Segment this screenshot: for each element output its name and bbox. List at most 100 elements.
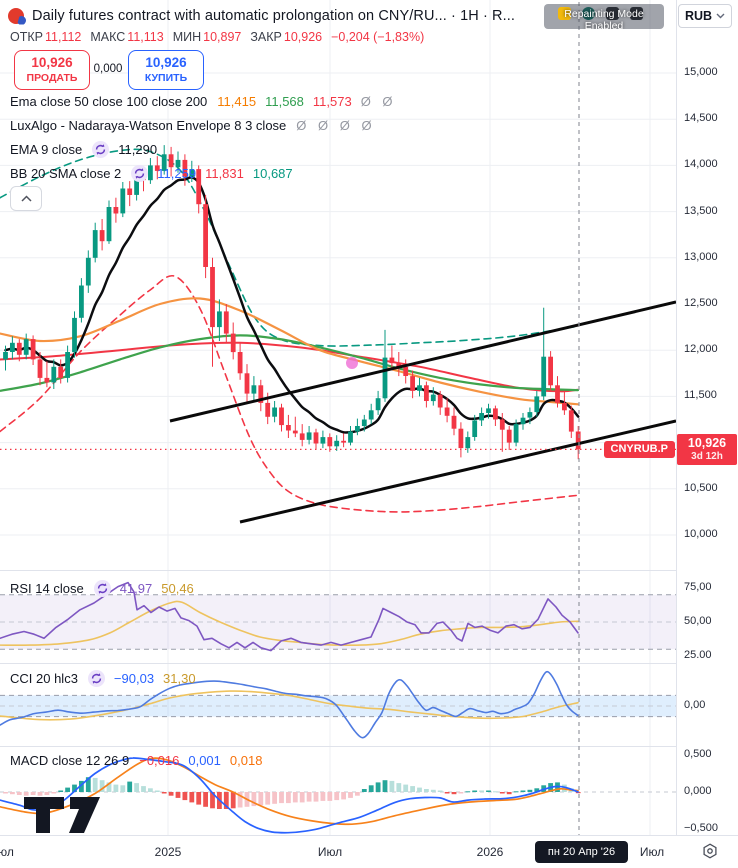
candle-body bbox=[37, 359, 43, 378]
macd-axis-label: 0,000 bbox=[684, 785, 712, 797]
toolbar-circle-button[interactable] bbox=[582, 7, 595, 20]
cci-axis-label: 0,00 bbox=[684, 699, 706, 711]
macd-bar bbox=[465, 791, 471, 793]
macd-bar bbox=[106, 782, 112, 792]
price-axis[interactable]: 15,000 14,500 14,000 13,500 13,000 12,500 12,0… bbox=[676, 0, 738, 835]
currency-dropdown[interactable]: RUB bbox=[678, 4, 732, 28]
legend-cci[interactable]: CCI 20 hlc3 −90,03 31,30 bbox=[10, 669, 196, 687]
macd-bar bbox=[72, 784, 77, 792]
page-title[interactable]: Daily futures contract with automatic pr… bbox=[32, 8, 515, 24]
toolbar-yellow-button[interactable] bbox=[558, 7, 571, 20]
ohlc-row: ОТКР 11,112 МАКС 11,113 МИН 10,897 ЗАКР 10,9… bbox=[10, 30, 424, 44]
time-axis-label: Июл bbox=[639, 845, 665, 859]
macd-bar bbox=[320, 792, 326, 801]
macd-bar bbox=[134, 783, 139, 792]
macd-bar bbox=[327, 792, 333, 801]
time-axis-label: Июл bbox=[317, 845, 343, 859]
candle-body bbox=[555, 385, 560, 403]
candle-body bbox=[375, 398, 381, 411]
candle-body bbox=[16, 342, 22, 355]
macd-axis-label: −0,500 bbox=[684, 822, 718, 834]
candle-body bbox=[79, 285, 84, 318]
legend-bb20[interactable]: BB 20 SMA close 2 11,259 11,831 10,687 bbox=[10, 164, 293, 182]
macd-bar bbox=[341, 792, 346, 800]
repaint-loop-icon[interactable] bbox=[87, 669, 105, 687]
last-price-badge: 10,926 3d 12h bbox=[677, 434, 737, 465]
macd-bar bbox=[258, 792, 264, 806]
macd-bar bbox=[230, 792, 236, 809]
price-axis-label: 13,000 bbox=[684, 251, 718, 263]
macd-bar bbox=[499, 792, 505, 794]
candle-body bbox=[424, 385, 429, 401]
candle-body bbox=[106, 207, 112, 242]
macd-bar bbox=[196, 792, 202, 805]
candle-body bbox=[292, 430, 298, 434]
legend-luxalgo-nadaraya-watson[interactable]: LuxAlgo - Nadaraya-Watson Envelope 8 3 c… bbox=[10, 117, 376, 133]
candle-body bbox=[430, 394, 436, 402]
macd-bar bbox=[44, 792, 50, 795]
buy-button[interactable]: 10,926 КУПИТЬ bbox=[128, 50, 204, 90]
macd-bar bbox=[265, 792, 271, 805]
rsi-line bbox=[0, 581, 579, 652]
price-axis-label: 12,000 bbox=[684, 343, 718, 355]
repaint-loop-icon[interactable] bbox=[131, 164, 149, 182]
macd-bar bbox=[92, 777, 98, 792]
repaint-loop-icon[interactable] bbox=[93, 579, 111, 597]
candle-body bbox=[161, 154, 167, 171]
toolbar-button[interactable] bbox=[606, 7, 619, 20]
candle-body bbox=[127, 188, 133, 195]
macd-bar bbox=[161, 792, 167, 794]
macd-bar bbox=[292, 792, 298, 803]
chart-canvas[interactable] bbox=[0, 0, 676, 835]
candle-body bbox=[410, 376, 415, 391]
chart-header: Daily futures contract with automatic pr… bbox=[8, 6, 515, 26]
macd-bar bbox=[506, 792, 512, 795]
candle-body bbox=[472, 420, 478, 437]
trend-line[interactable] bbox=[169, 300, 676, 423]
candle-body bbox=[168, 154, 174, 168]
macd-bar bbox=[403, 784, 409, 792]
candle-body bbox=[348, 431, 353, 443]
candle-body bbox=[258, 385, 264, 403]
toolbar-button[interactable] bbox=[630, 7, 643, 20]
candle-body bbox=[72, 317, 77, 353]
candle-body bbox=[44, 377, 50, 383]
tradingview-logo bbox=[24, 797, 100, 833]
macd-bar bbox=[251, 792, 257, 807]
crosshair-date-badge: пн 20 Апр '26 bbox=[535, 841, 628, 863]
candle-body bbox=[306, 432, 312, 440]
legend-ema-multi[interactable]: Ema close 50 close 100 close 200 11,415 … bbox=[10, 93, 397, 109]
macd-bar bbox=[3, 792, 8, 794]
macd-bar bbox=[58, 790, 64, 792]
candle-body bbox=[217, 311, 222, 328]
legend-rsi[interactable]: RSI 14 close 41,97 50,46 bbox=[10, 579, 194, 597]
chevron-down-icon bbox=[716, 13, 725, 19]
candle-body bbox=[534, 396, 540, 413]
legend-macd[interactable]: MACD close 12 26 9 −0,016 0,001 0,018 bbox=[10, 752, 263, 768]
candle-body bbox=[541, 356, 547, 397]
candle-body bbox=[444, 407, 450, 416]
macd-bar bbox=[37, 792, 43, 796]
macd-bar bbox=[493, 791, 498, 793]
macd-bar bbox=[472, 790, 478, 792]
bar-countdown: 3d 12h bbox=[691, 451, 723, 462]
ohlc-open: ОТКР 11,112 bbox=[10, 30, 82, 44]
trend-line[interactable] bbox=[239, 419, 676, 524]
time-axis[interactable]: пн 20 Апр '26 юл 2025 Июл 2026 Июл bbox=[0, 835, 738, 868]
candle-body bbox=[113, 207, 119, 214]
macd-bar bbox=[382, 780, 388, 792]
symbol-price-label: CNYRUB.P bbox=[603, 441, 675, 458]
last-price-value: 10,926 bbox=[687, 436, 727, 450]
candle-body bbox=[527, 412, 533, 418]
macd-bar bbox=[272, 792, 277, 804]
repaint-loop-icon[interactable] bbox=[92, 140, 110, 158]
ohlc-low: МИН 10,897 bbox=[172, 30, 242, 44]
legend-ema9[interactable]: EMA 9 close 11,290 bbox=[10, 140, 158, 158]
rsi-axis-label: 25.00 bbox=[684, 649, 712, 661]
collapse-legend-button[interactable] bbox=[10, 186, 42, 211]
candle-body bbox=[279, 407, 284, 426]
sell-button[interactable]: 10,926 ПРОДАТЬ bbox=[14, 50, 90, 90]
gear-icon[interactable] bbox=[701, 842, 719, 860]
macd-bar bbox=[486, 790, 491, 792]
candle-body bbox=[548, 356, 553, 386]
